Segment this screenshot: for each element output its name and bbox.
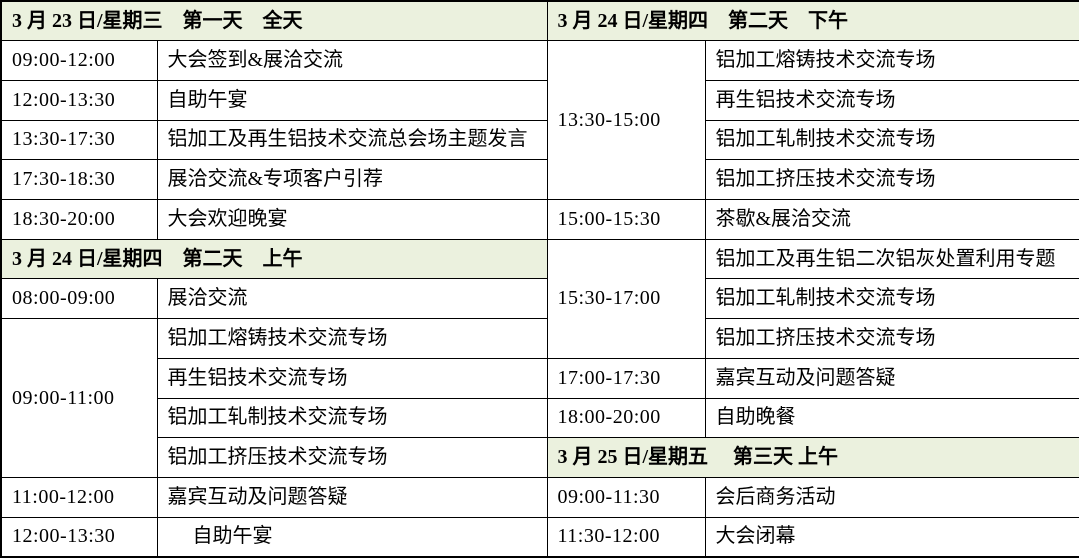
event-cell: 自助午宴 — [156, 516, 548, 558]
event-cell: 茶歇&展洽交流 — [704, 199, 1079, 240]
event-cell: 铝加工轧制技术交流专场 — [704, 278, 1079, 320]
time-cell: 18:00-20:00 — [546, 397, 706, 439]
time-cell: 13:30-15:00 — [546, 40, 706, 201]
time-cell: 12:00-13:30 — [0, 79, 158, 121]
table-row: 17:30-18:30 展洽交流&专项客户引荐 铝加工挤压技术交流专场 — [0, 159, 1079, 201]
table-row: 3 月 24 日/星期四 第二天 上午 15:30-17:00 铝加工及再生铝二… — [0, 238, 1079, 359]
event-cell: 铝加工挤压技术交流专场 — [156, 437, 548, 478]
table-row: 3 月 23 日/星期三 第一天 全天 3 月 24 日/星期四 第二天 下午 — [0, 0, 1079, 42]
time-cell: 13:30-17:30 — [0, 119, 158, 161]
table-row: 08:00-09:00 展洽交流 铝加工轧制技术交流专场 — [0, 278, 1079, 320]
time-cell: 15:00-15:30 — [546, 199, 706, 240]
event-cell: 铝加工轧制技术交流专场 — [704, 119, 1079, 161]
time-cell: 18:30-20:00 — [0, 199, 158, 240]
event-cell: 嘉宾互动及问题答疑 — [156, 476, 548, 518]
day2am-header: 3 月 24 日/星期四 第二天 上午 — [0, 238, 548, 280]
event-cell: 自助午宴 — [156, 79, 548, 121]
table-row: 18:30-20:00 大会欢迎晚宴 15:00-15:30 茶歇&展洽交流 — [0, 199, 1079, 240]
table-row: 铝加工轧制技术交流专场 18:00-20:00 自助晚餐 — [1, 397, 1079, 439]
day3-header: 3 月 25 日/星期五 第三天 上午 — [546, 437, 1079, 478]
event-cell: 铝加工熔铸技术交流专场 — [704, 40, 1079, 81]
table-row: 09:00-11:00 铝加工熔铸技术交流专场 铝加工挤压技术交流专场 — [0, 318, 1079, 478]
event-cell: 铝加工熔铸技术交流专场 — [156, 318, 548, 359]
event-cell: 大会闭幕 — [704, 516, 1079, 558]
time-cell: 12:00-13:30 — [0, 516, 158, 558]
table-row: 11:00-12:00 嘉宾互动及问题答疑 09:00-11:30 会后商务活动 — [0, 476, 1079, 518]
event-cell: 铝加工挤压技术交流专场 — [704, 159, 1079, 201]
event-cell: 展洽交流&专项客户引荐 — [156, 159, 548, 201]
table-row: 12:00-13:30 自助午宴 再生铝技术交流专场 — [0, 79, 1079, 121]
event-cell: 铝加工及再生铝二次铝灰处置利用专题 — [704, 238, 1079, 280]
time-cell: 09:00-11:00 — [0, 318, 158, 478]
time-cell: 09:00-11:30 — [546, 476, 706, 518]
time-cell: 15:30-17:00 — [546, 238, 706, 359]
time-cell: 08:00-09:00 — [0, 278, 158, 320]
table-row: 铝加工挤压技术交流专场 3 月 25 日/星期五 第三天 上午 — [1, 437, 1079, 478]
time-cell: 09:00-12:00 — [0, 40, 158, 81]
time-cell: 17:30-18:30 — [0, 159, 158, 201]
day2pm-header: 3 月 24 日/星期四 第二天 下午 — [546, 0, 1079, 42]
event-cell: 会后商务活动 — [704, 476, 1079, 518]
time-cell: 11:00-12:00 — [0, 476, 158, 518]
day1-header: 3 月 23 日/星期三 第一天 全天 — [0, 0, 548, 42]
event-cell: 铝加工及再生铝技术交流总会场主题发言 — [156, 119, 548, 161]
event-cell: 再生铝技术交流专场 — [156, 357, 548, 399]
event-cell: 展洽交流 — [156, 278, 548, 320]
time-cell: 11:30-12:00 — [546, 516, 706, 558]
event-cell: 大会签到&展洽交流 — [156, 40, 548, 81]
time-cell: 17:00-17:30 — [546, 357, 706, 399]
table-row: 12:00-13:30 自助午宴 11:30-12:00 大会闭幕 — [0, 516, 1079, 558]
event-cell: 嘉宾互动及问题答疑 — [704, 357, 1079, 399]
event-cell: 再生铝技术交流专场 — [704, 79, 1079, 121]
event-cell: 铝加工轧制技术交流专场 — [156, 397, 548, 439]
event-cell: 铝加工挤压技术交流专场 — [704, 318, 1079, 359]
table-row: 09:00-12:00 大会签到&展洽交流 13:30-15:00 铝加工熔铸技… — [0, 40, 1079, 201]
table-row: 再生铝技术交流专场 17:00-17:30 嘉宾互动及问题答疑 — [1, 357, 1079, 399]
event-cell: 大会欢迎晚宴 — [156, 199, 548, 240]
table-row: 13:30-17:30 铝加工及再生铝技术交流总会场主题发言 铝加工轧制技术交流… — [0, 119, 1079, 161]
event-cell: 自助晚餐 — [704, 397, 1079, 439]
